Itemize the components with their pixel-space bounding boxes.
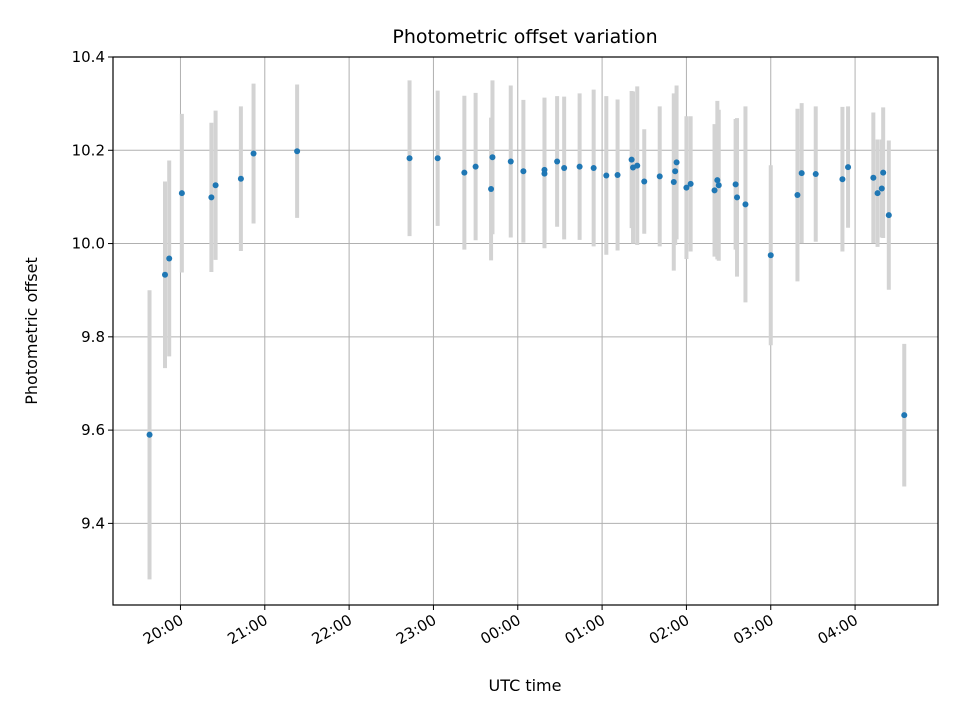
plot-frame — [112, 56, 939, 606]
y-tick-label: 10.4 — [72, 48, 105, 66]
data-point — [767, 252, 774, 259]
data-point — [603, 172, 610, 179]
data-point — [885, 212, 892, 219]
data-point — [673, 159, 680, 166]
data-point — [742, 201, 749, 208]
data-point — [561, 164, 568, 171]
data-point — [734, 194, 741, 201]
y-tick-label: 10.2 — [72, 141, 105, 159]
y-tick-label: 9.6 — [81, 421, 105, 439]
data-point — [839, 176, 846, 183]
data-point — [294, 148, 301, 155]
data-point — [507, 158, 514, 165]
data-point — [628, 156, 635, 163]
data-point — [590, 164, 597, 171]
y-tick-label: 10.0 — [72, 235, 105, 253]
data-point — [732, 181, 739, 188]
data-point — [614, 171, 621, 178]
data-point — [670, 178, 677, 185]
data-point — [901, 412, 908, 419]
data-point — [714, 177, 721, 184]
data-point — [874, 190, 881, 197]
data-point — [870, 174, 877, 181]
data-point — [434, 155, 441, 162]
data-point — [461, 169, 468, 176]
y-tick-label: 9.8 — [81, 328, 105, 346]
data-point — [212, 182, 219, 189]
data-point — [812, 171, 819, 178]
chart-title: Photometric offset variation — [392, 26, 657, 48]
data-point — [711, 187, 718, 194]
data-point — [166, 255, 173, 262]
x-axis-label: UTC time — [489, 676, 562, 695]
y-axis: 9.4 9.6 9.8 10.0 10.2 10.4 — [72, 48, 113, 532]
data-point — [683, 184, 690, 191]
data-point — [237, 175, 244, 182]
data-point — [798, 170, 805, 177]
y-axis-label: Photometric offset — [22, 257, 41, 405]
data-point — [489, 154, 496, 161]
data-point — [687, 180, 694, 187]
data-point — [672, 168, 679, 175]
data-point — [208, 194, 215, 201]
data-point — [406, 155, 413, 162]
data-point — [634, 162, 641, 169]
data-point — [641, 178, 648, 185]
y-tick-label: 9.4 — [81, 514, 105, 532]
data-point — [520, 168, 527, 175]
data-point — [146, 431, 153, 438]
data-point — [250, 150, 257, 157]
data-point — [472, 163, 479, 170]
data-points — [146, 148, 908, 438]
data-point — [878, 185, 885, 192]
data-point — [845, 164, 852, 171]
data-point — [488, 185, 495, 192]
data-point — [794, 192, 801, 199]
data-point — [541, 170, 548, 177]
grid — [113, 56, 938, 605]
data-point — [554, 158, 561, 165]
data-point — [576, 163, 583, 170]
data-point — [162, 271, 169, 278]
data-point — [178, 190, 185, 197]
data-point — [715, 182, 722, 189]
data-point — [656, 173, 663, 180]
data-point — [880, 169, 887, 176]
